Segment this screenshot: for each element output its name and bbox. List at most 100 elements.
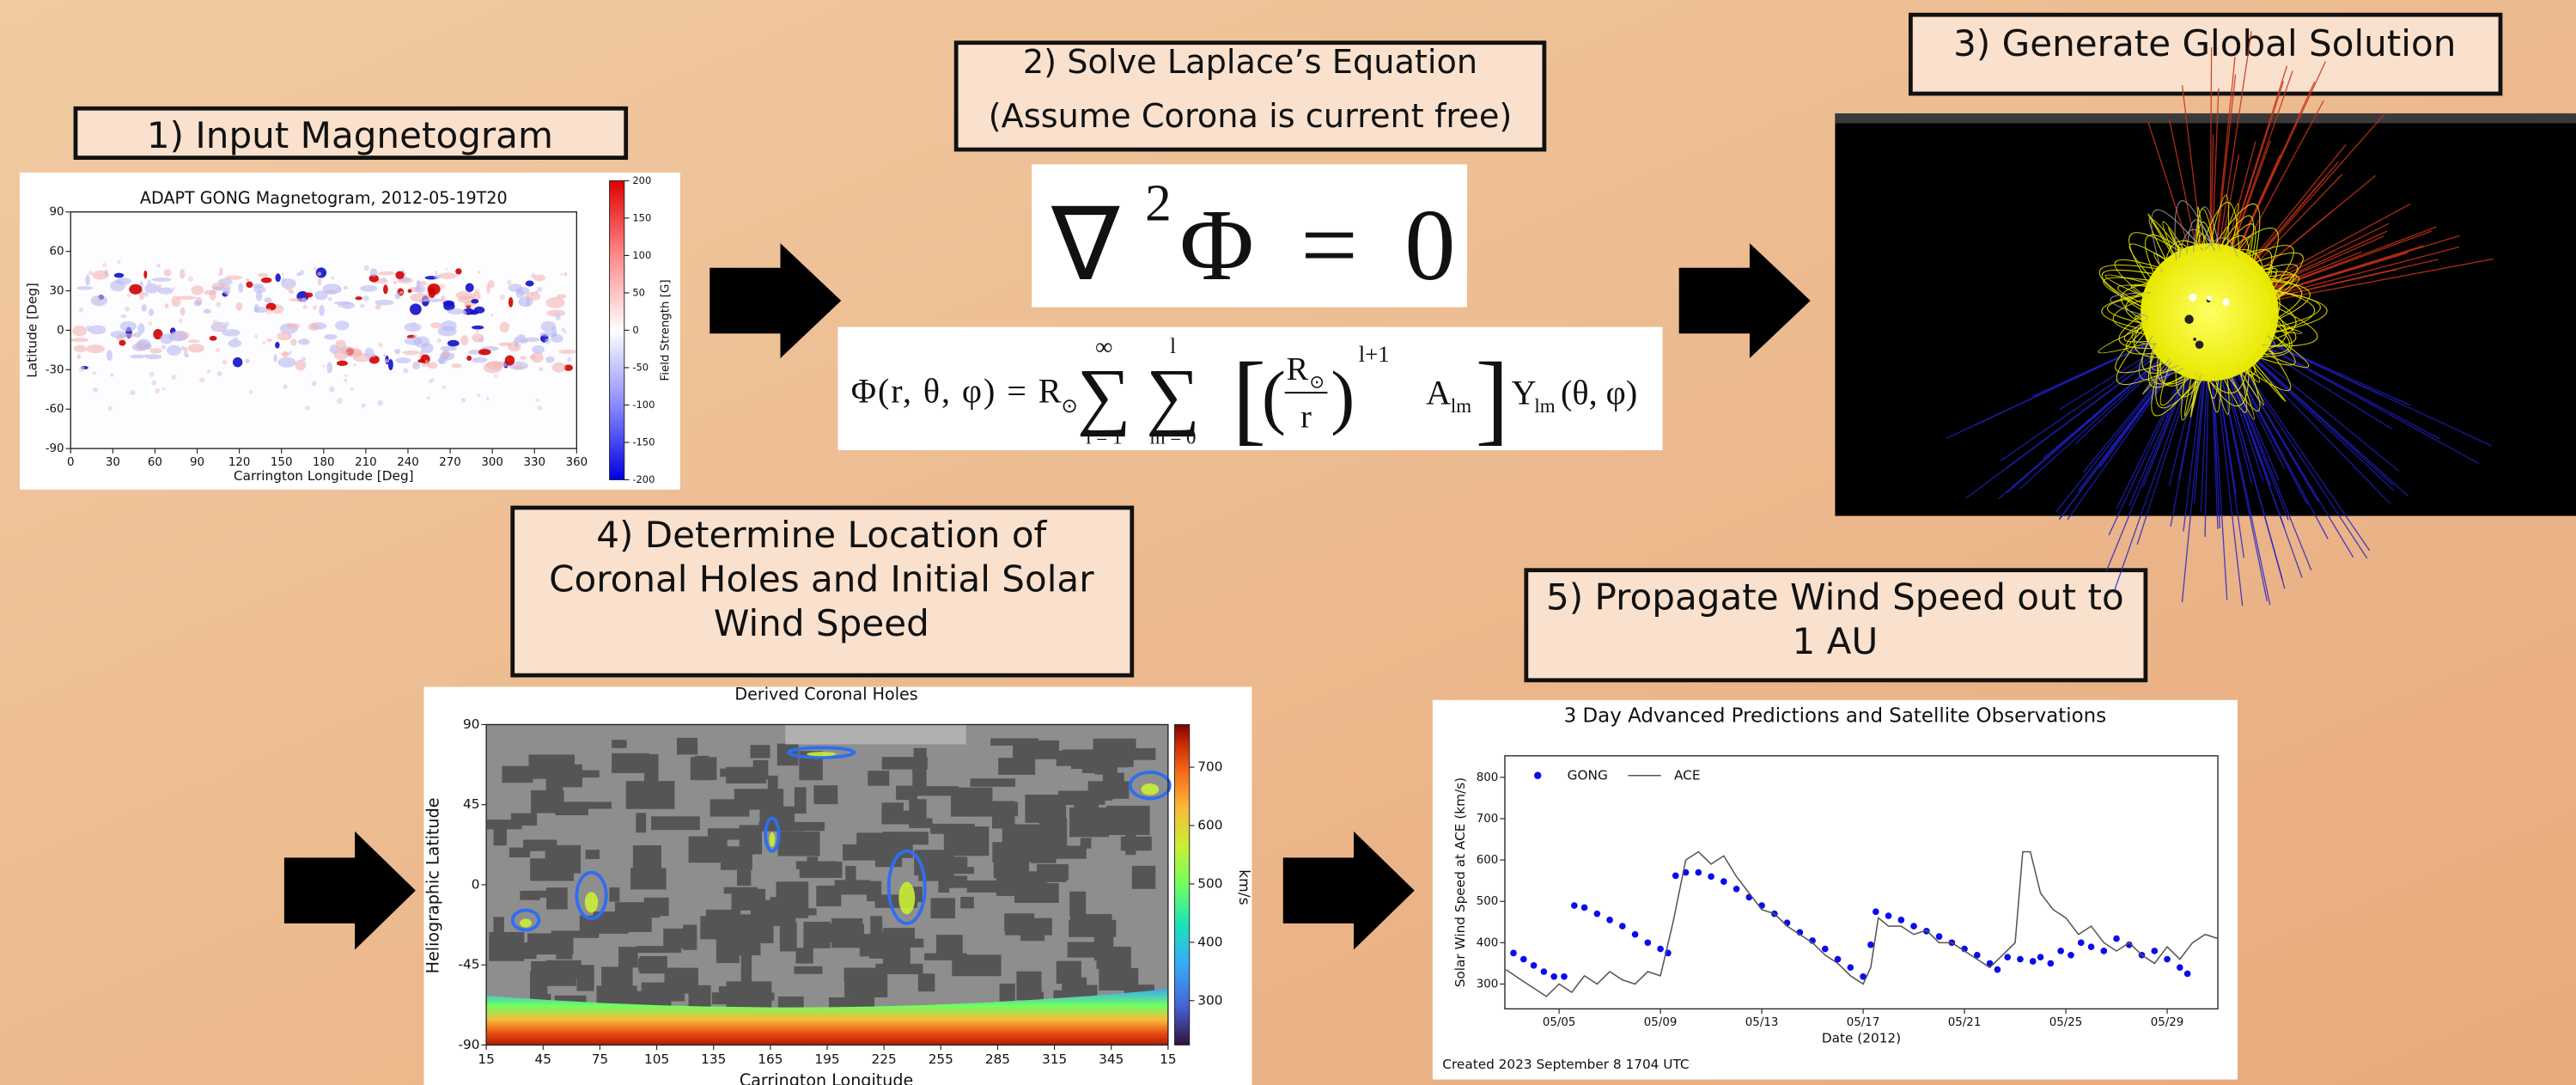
dark-patch — [845, 866, 856, 881]
field-patch — [526, 280, 534, 286]
dark-patch — [566, 802, 612, 808]
field-noise — [152, 381, 156, 385]
field-patch — [275, 273, 280, 282]
dark-patch — [633, 845, 661, 870]
x-tick-label: 60 — [148, 456, 162, 469]
x-tick-label: 05/17 — [1847, 1016, 1880, 1029]
field-patch — [318, 277, 322, 285]
x-tick-label: 315 — [1042, 1051, 1067, 1067]
gong-point — [1619, 923, 1626, 930]
field-patch — [290, 338, 296, 346]
field-patch — [204, 309, 211, 314]
x-tick-label: 45 — [535, 1051, 551, 1067]
field-patch — [394, 349, 400, 354]
colorbar-tick-label: 100 — [632, 249, 651, 261]
field-patch — [410, 303, 422, 314]
equation-text: (θ, φ) — [1561, 374, 1637, 412]
field-patch — [277, 357, 295, 368]
dark-patch — [710, 799, 750, 816]
field-patch — [246, 278, 250, 282]
field-patch — [421, 363, 430, 367]
dark-patch — [831, 918, 862, 948]
field-noise — [478, 271, 481, 274]
field-patch — [370, 268, 378, 277]
x-tick-label: 05/21 — [1948, 1016, 1982, 1029]
gong-point — [1581, 905, 1588, 911]
field-noise — [462, 311, 466, 315]
x-tick-label: 165 — [758, 1051, 783, 1067]
dark-patch — [487, 820, 522, 829]
field-noise — [562, 328, 565, 332]
field-patch — [120, 321, 137, 332]
dark-patch — [868, 771, 889, 786]
step-label: Coronal Holes and Initial Solar — [549, 558, 1094, 600]
field-noise — [123, 314, 126, 318]
field-noise — [301, 297, 307, 302]
dark-patch — [1070, 791, 1112, 801]
field-patch — [360, 285, 377, 292]
gong-point — [2078, 940, 2085, 947]
gong-point — [1550, 973, 1557, 980]
dark-patch — [546, 887, 568, 909]
dark-patch — [1057, 961, 1081, 984]
field-noise — [556, 315, 561, 320]
dark-patch — [800, 862, 843, 878]
field-patch — [137, 323, 144, 334]
equation-text: ∑ — [1077, 355, 1131, 438]
hole-core — [520, 918, 532, 927]
gong-point — [1541, 968, 1548, 975]
y-tick-label: -30 — [46, 363, 64, 376]
field-noise — [317, 271, 321, 276]
field-patch — [335, 320, 350, 330]
field-patch — [180, 269, 185, 279]
footer: Created 2023 September 8 1704 UTC — [1442, 1057, 1689, 1072]
field-patch — [204, 290, 216, 296]
field-patch — [466, 356, 472, 361]
y-tick-label: -45 — [458, 957, 479, 972]
field-patch — [439, 272, 457, 279]
dark-patch — [768, 776, 778, 804]
dark-patch — [998, 758, 1035, 775]
gong-point — [1510, 950, 1517, 957]
gong-point — [1632, 931, 1639, 938]
field-patch — [324, 334, 337, 340]
field-patch — [256, 290, 262, 302]
field-patch — [165, 303, 168, 308]
x-tick-label: 05/05 — [1543, 1016, 1576, 1029]
field-patch — [143, 271, 147, 279]
field-noise — [500, 295, 505, 300]
field-patch — [393, 281, 397, 284]
field-noise — [171, 375, 176, 380]
field-noise — [216, 302, 221, 307]
x-tick-label: 360 — [566, 456, 588, 469]
field-patch — [107, 350, 113, 361]
field-patch — [333, 302, 350, 305]
gong-point — [2030, 958, 2037, 965]
window-titlebar — [1835, 113, 2576, 123]
field-noise — [442, 385, 446, 388]
hole-core — [898, 882, 915, 915]
field-noise — [180, 346, 186, 351]
field-noise — [188, 277, 193, 282]
field-patch — [466, 283, 474, 292]
field-noise — [382, 277, 387, 281]
field-patch — [308, 323, 319, 331]
field-noise — [353, 363, 356, 367]
field-patch — [509, 297, 513, 308]
field-noise — [302, 340, 306, 344]
field-patch — [514, 337, 519, 348]
colorbar-tick-label: 700 — [1197, 759, 1222, 775]
dark-patch — [1069, 892, 1086, 916]
field-patch — [274, 354, 277, 362]
dark-patch — [941, 875, 967, 887]
field-patch — [261, 277, 272, 283]
gong-point — [1867, 942, 1874, 948]
gong-point — [1822, 946, 1829, 953]
colorbar-tick-label: -200 — [632, 473, 655, 485]
gong-point — [1897, 917, 1904, 923]
y-tick-label: 700 — [1477, 813, 1499, 826]
legend-marker — [1534, 772, 1541, 779]
field-noise — [283, 384, 288, 388]
y-tick-label: 30 — [50, 285, 64, 298]
field-noise — [312, 381, 317, 386]
